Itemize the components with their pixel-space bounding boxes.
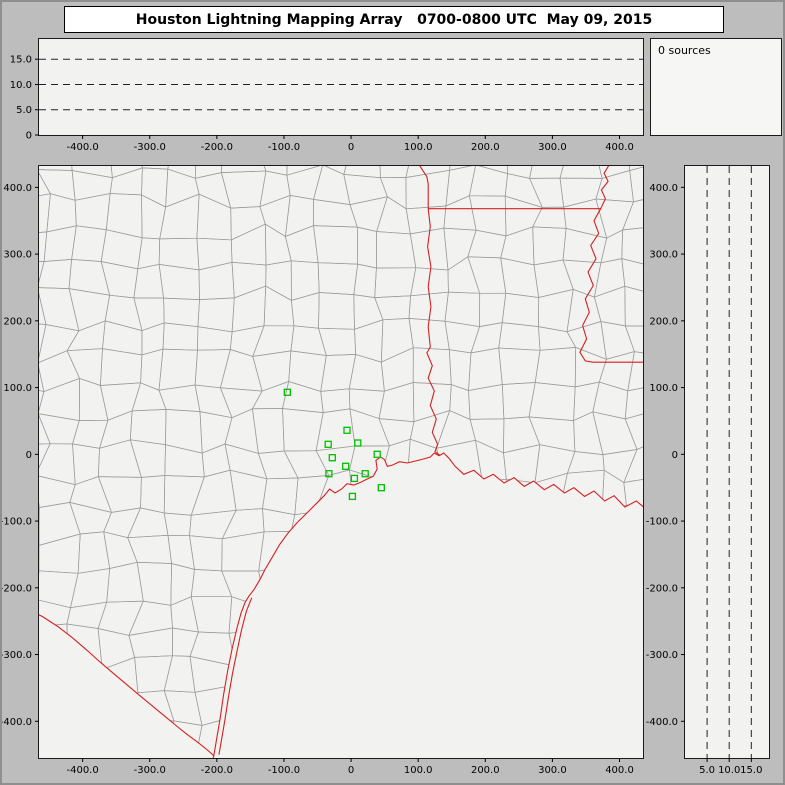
svg-text:5.0: 5.0	[16, 105, 32, 116]
svg-text:100.0: 100.0	[404, 765, 433, 776]
svg-text:100.0: 100.0	[649, 383, 678, 394]
station-marker	[342, 462, 350, 470]
station-marker	[324, 440, 332, 448]
svg-text:-400.0: -400.0	[66, 142, 98, 153]
svg-text:15.0: 15.0	[10, 55, 32, 66]
svg-text:5.0: 5.0	[699, 765, 715, 776]
svg-text:300.0: 300.0	[538, 765, 567, 776]
svg-text:15.0: 15.0	[740, 765, 762, 776]
svg-text:0: 0	[26, 450, 32, 461]
svg-text:-200.0: -200.0	[201, 142, 233, 153]
svg-text:-300.0: -300.0	[134, 142, 166, 153]
svg-text:100.0: 100.0	[404, 142, 433, 153]
svg-text:-100.0: -100.0	[646, 517, 678, 528]
station-marker	[328, 454, 336, 462]
svg-text:-100.0: -100.0	[268, 765, 300, 776]
plan-view-map: 400.0 300.0 200.0 100.0 0 -100.0 -200.0 -300.0 -…	[2, 166, 643, 776]
sources-count-label: 0 sources	[658, 44, 711, 57]
svg-text:-400.0: -400.0	[0, 717, 32, 728]
station-marker	[343, 426, 351, 434]
svg-text:400.0: 400.0	[605, 142, 634, 153]
svg-text:400.0: 400.0	[3, 183, 32, 194]
barrier-island	[218, 597, 253, 755]
svg-text:10.0: 10.0	[10, 80, 32, 91]
svg-text:0: 0	[26, 131, 32, 142]
altitude-vs-eastwest-panel: 15.0 10.0 5.0 0 -400.0 -300.0 -200.0 -100.0 0 100…	[10, 38, 644, 153]
altitude-vs-northsouth-plot: 400.0 300.0 200.0 100.0 0 -100.0 -200.0 -300.0 -…	[646, 166, 762, 776]
county-mesh	[39, 166, 643, 758]
station-marker	[325, 470, 333, 478]
altitude-vs-eastwest-plot: 15.0 10.0 5.0 0 -400.0 -300.0 -200.0 -100.0 0 100…	[10, 55, 643, 153]
station-marker	[283, 388, 291, 396]
station-marker	[350, 474, 359, 483]
stations-layer	[283, 388, 385, 501]
svg-text:-300.0: -300.0	[646, 650, 678, 661]
svg-text:100.0: 100.0	[3, 383, 32, 394]
svg-text:10.0: 10.0	[718, 765, 740, 776]
sources-count-panel: 0 sources	[650, 38, 782, 136]
svg-text:300.0: 300.0	[649, 250, 678, 261]
svg-text:400.0: 400.0	[605, 765, 634, 776]
svg-text:-100.0: -100.0	[268, 142, 300, 153]
state-borders	[39, 166, 643, 758]
svg-text:-400.0: -400.0	[66, 765, 98, 776]
station-marker	[373, 450, 381, 458]
svg-text:-200.0: -200.0	[201, 765, 233, 776]
svg-text:-200.0: -200.0	[0, 583, 32, 594]
coastline	[212, 452, 643, 758]
svg-text:200.0: 200.0	[3, 316, 32, 327]
svg-text:200.0: 200.0	[471, 765, 500, 776]
page-title: Houston Lightning Mapping Array 0700-080…	[64, 6, 724, 33]
svg-text:-200.0: -200.0	[646, 583, 678, 594]
plan-view-map-panel: 400.0 300.0 200.0 100.0 0 -100.0 -200.0 -300.0 -…	[2, 165, 644, 776]
svg-text:300.0: 300.0	[3, 250, 32, 261]
station-marker	[348, 492, 357, 501]
svg-text:200.0: 200.0	[649, 316, 678, 327]
svg-text:-100.0: -100.0	[0, 517, 32, 528]
svg-text:-300.0: -300.0	[134, 765, 166, 776]
svg-text:-300.0: -300.0	[0, 650, 32, 661]
svg-text:300.0: 300.0	[538, 142, 567, 153]
station-marker	[377, 484, 385, 492]
svg-text:0: 0	[672, 450, 678, 461]
svg-text:400.0: 400.0	[649, 183, 678, 194]
station-marker	[354, 439, 362, 447]
altitude-vs-northsouth-panel: 400.0 300.0 200.0 100.0 0 -100.0 -200.0 -300.0 -…	[646, 165, 770, 776]
svg-text:0: 0	[348, 765, 354, 776]
svg-text:-400.0: -400.0	[646, 717, 678, 728]
svg-text:0: 0	[348, 142, 354, 153]
svg-text:200.0: 200.0	[471, 142, 500, 153]
station-marker	[361, 470, 369, 478]
rio-grande-border	[39, 614, 215, 757]
